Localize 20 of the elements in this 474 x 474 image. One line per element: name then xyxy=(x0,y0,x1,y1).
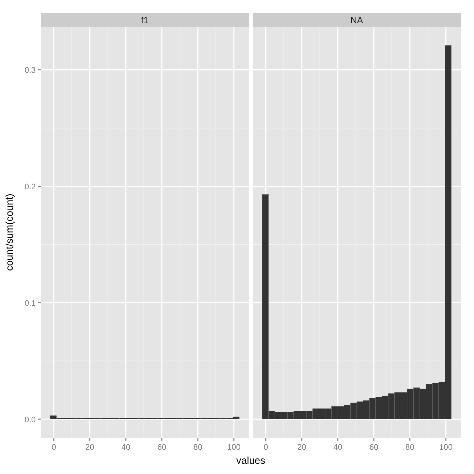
x-tick-label: 40 xyxy=(122,443,132,452)
chart-title: f1 xyxy=(141,16,149,26)
x-tick-label: 20 xyxy=(86,443,96,452)
y-tick-label: 0.2 xyxy=(24,182,37,192)
x-tick-label: 100 xyxy=(227,443,242,452)
y-axis-title: count/sum(count) xyxy=(5,194,16,272)
y-tick-label: 0.1 xyxy=(24,298,37,308)
x-tick-label: 100 xyxy=(439,443,454,452)
x-tick-label: 60 xyxy=(158,443,168,452)
y-tick-label: 0.0 xyxy=(24,415,37,424)
chart-title: NA xyxy=(350,16,364,26)
x-tick-label: 80 xyxy=(406,443,416,452)
x-tick-label: 20 xyxy=(298,443,308,452)
x-tick-label: 0 xyxy=(264,443,269,452)
x-tick-label: 80 xyxy=(194,443,204,452)
x-tick-label: 0 xyxy=(52,443,57,452)
y-tick-label: 0.3 xyxy=(24,66,37,76)
x-tick-label: 40 xyxy=(334,443,344,452)
x-tick-label: 60 xyxy=(370,443,380,452)
x-axis-title: values xyxy=(236,456,266,467)
